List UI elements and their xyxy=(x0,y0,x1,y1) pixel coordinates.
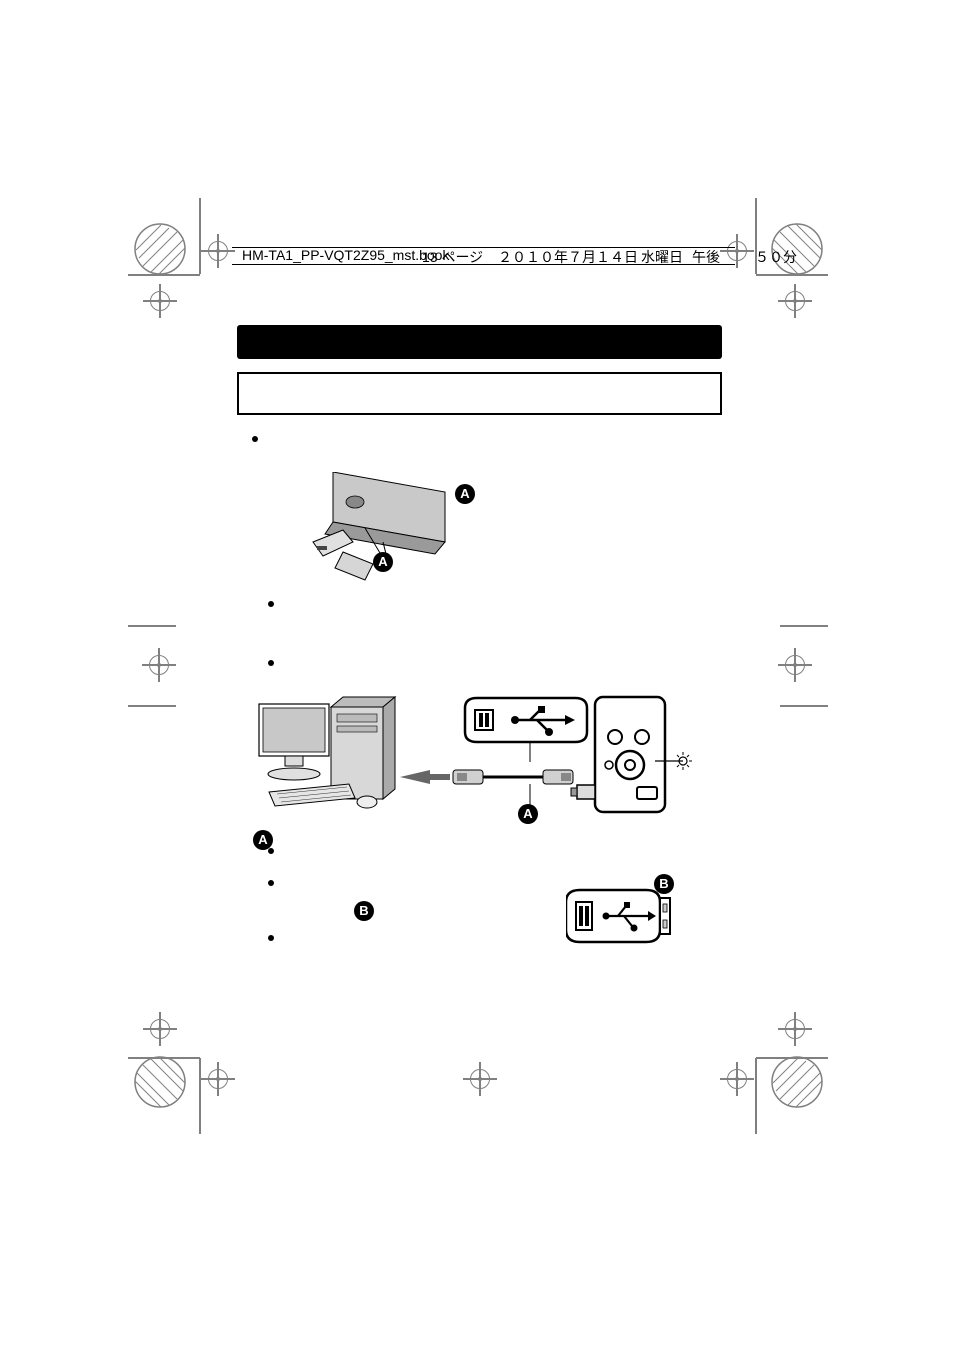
reg-target xyxy=(778,284,812,318)
bullet xyxy=(268,601,274,607)
reg-target xyxy=(201,234,235,268)
crop-line xyxy=(756,1057,828,1059)
bullet xyxy=(268,848,274,854)
reg-target xyxy=(142,648,176,682)
reg-target xyxy=(720,1062,754,1096)
header-underline xyxy=(232,264,735,265)
page-root: HM-TA1_PP-VQT2Z95_mst.book 13 ページ ２０１０年７… xyxy=(0,0,954,1348)
reg-mark-top-left xyxy=(133,222,185,274)
subsection-box xyxy=(237,372,722,415)
reg-mark-bottom-left xyxy=(133,1055,185,1107)
crop-line xyxy=(128,274,200,276)
reg-target xyxy=(778,1012,812,1046)
device-usb-out-illustration xyxy=(295,472,450,597)
callout-b-icon: B xyxy=(354,901,374,921)
header-time-value: ５０分 xyxy=(755,247,797,267)
bullet xyxy=(268,935,274,941)
reg-target xyxy=(778,648,812,682)
pc-connection-illustration xyxy=(255,692,695,832)
callout-a-icon: A xyxy=(373,552,393,572)
reg-mark-bottom-right xyxy=(770,1055,822,1107)
callout-a-icon: A xyxy=(455,484,475,504)
crop-line xyxy=(780,625,828,627)
reg-target xyxy=(720,234,754,268)
header-filename: HM-TA1_PP-VQT2Z95_mst.book xyxy=(242,247,449,263)
bullet xyxy=(268,660,274,666)
crop-line xyxy=(128,1057,200,1059)
crop-line xyxy=(128,705,176,707)
bullet xyxy=(268,880,274,886)
callout-a-icon: A xyxy=(518,804,538,824)
callout-a-icon: A xyxy=(253,830,273,850)
crop-line xyxy=(128,625,176,627)
crop-line xyxy=(756,274,828,276)
section-title-bar xyxy=(237,325,722,359)
reg-target xyxy=(201,1062,235,1096)
crop-line xyxy=(755,1058,757,1134)
crop-line xyxy=(780,705,828,707)
bullet xyxy=(252,436,258,442)
reg-target xyxy=(143,1012,177,1046)
reg-target xyxy=(463,1062,497,1096)
reg-target xyxy=(143,284,177,318)
callout-b-icon: B xyxy=(654,874,674,894)
